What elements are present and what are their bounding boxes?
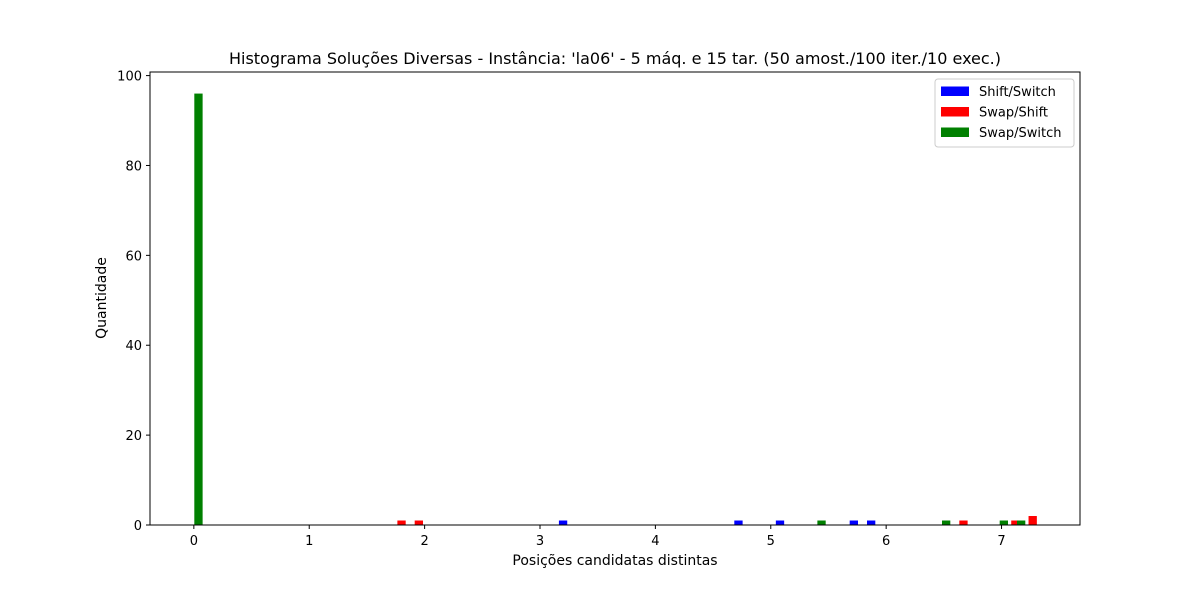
legend-label: Shift/Switch xyxy=(979,85,1056,100)
bar-series1-0 xyxy=(397,520,406,525)
bar-series2-4 xyxy=(1017,520,1026,525)
bar-series1-2 xyxy=(959,520,968,525)
axes-frame xyxy=(149,71,1081,526)
x-ticks-group: 0 1 2 3 4 5 6 7 xyxy=(190,525,1006,549)
x-tick-label: 0 xyxy=(190,534,198,549)
y-tick-label: 80 xyxy=(125,159,142,174)
bar-series2-1 xyxy=(817,520,826,525)
chart-title: Histograma Soluções Diversas - Instância… xyxy=(229,49,1001,68)
bar-series0-0 xyxy=(558,520,568,525)
y-tick-label: 20 xyxy=(125,429,142,444)
bar-series2-0 xyxy=(194,93,203,525)
y-tick-label: 60 xyxy=(125,249,142,264)
bar-series1-4 xyxy=(1028,516,1037,525)
bar-series2-2 xyxy=(942,520,951,525)
bar-series0-1 xyxy=(734,520,743,525)
y-tick-label: 40 xyxy=(125,339,142,354)
bar-series2-3 xyxy=(999,520,1008,525)
x-tick-label: 5 xyxy=(767,534,775,549)
legend-label: Swap/Switch xyxy=(979,126,1061,141)
legend-box xyxy=(934,78,1075,148)
x-axis-label: Posições candidatas distintas xyxy=(512,553,717,569)
legend-swatch xyxy=(941,127,969,137)
bar-series1-3 xyxy=(1011,520,1020,525)
x-tick-label: 7 xyxy=(997,534,1005,549)
legend-label: Swap/Shift xyxy=(979,106,1048,121)
bar-series0-3 xyxy=(849,520,858,525)
bar-series1-1 xyxy=(414,520,423,525)
x-tick-label: 3 xyxy=(536,534,544,549)
legend-swatch xyxy=(941,86,969,96)
legend: Shift/Switch Swap/Shift Swap/Switch xyxy=(934,78,1075,148)
bar-series0-4 xyxy=(867,520,876,525)
y-tick-label: 100 xyxy=(117,70,142,85)
x-tick-label: 2 xyxy=(420,534,428,549)
x-tick-label: 6 xyxy=(882,534,890,549)
y-axis-label: Quantidade xyxy=(94,257,110,339)
x-tick-label: 1 xyxy=(305,534,313,549)
x-tick-label: 4 xyxy=(651,534,659,549)
bar-series0-2 xyxy=(775,520,785,525)
bars-group xyxy=(194,93,1037,525)
legend-swatch xyxy=(941,107,969,117)
y-ticks-group: 0 20 40 60 80 100 xyxy=(117,70,150,534)
y-tick-label: 0 xyxy=(134,519,142,534)
